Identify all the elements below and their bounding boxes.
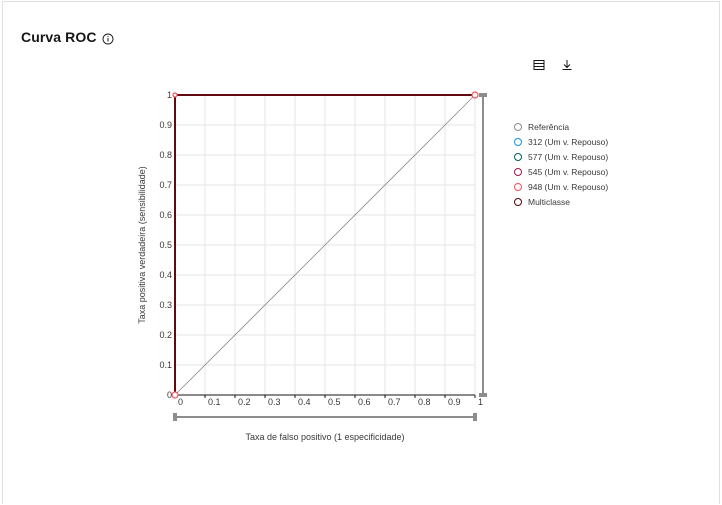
legend-swatch: [514, 152, 522, 161]
point-marker: [172, 92, 178, 98]
y-tick-label: 0.1: [159, 360, 172, 370]
x-tick-label: 0.5: [328, 397, 341, 407]
chart-toolbar: [532, 58, 574, 72]
x-zoom-handle-left: [173, 413, 177, 421]
x-tick-label: 0.6: [358, 397, 371, 407]
x-tick-label: 0.4: [298, 397, 311, 407]
legend-label: Multiclasse: [528, 196, 571, 207]
chart-legend: Referência 312 (Um v. Repouso) 577 (Um v. …: [514, 119, 608, 209]
table-view-icon[interactable]: [532, 58, 546, 72]
x-axis-title: Taxa de falso positivo (1 especificidade…: [245, 432, 404, 442]
legend-item[interactable]: 577 (Um v. Repouso): [514, 149, 608, 164]
y-zoom-handle-bottom: [479, 393, 487, 397]
legend-swatch: [514, 197, 522, 206]
title-row: Curva ROC: [21, 29, 114, 45]
y-tick-label: 0.3: [159, 300, 172, 310]
legend-item[interactable]: Multiclasse: [514, 194, 608, 209]
x-tick-label: 0.7: [388, 397, 401, 407]
point-marker: [471, 91, 479, 99]
legend-item[interactable]: Referência: [514, 119, 608, 134]
legend-label: 545 (Um v. Repouso): [528, 166, 609, 177]
x-tick-label: 1: [478, 397, 483, 407]
point-marker: [171, 391, 179, 399]
y-zoom-handle-top: [479, 93, 487, 97]
legend-label: 948 (Um v. Repouso): [528, 181, 609, 192]
legend-label: 577 (Um v. Repouso): [528, 151, 609, 162]
x-zoom-handle-right: [473, 413, 477, 421]
x-tick-label: 0.8: [418, 397, 431, 407]
x-tick-label: 0.9: [448, 397, 461, 407]
y-tick-label: 0.4: [159, 270, 172, 280]
y-tick-label: 0.8: [159, 150, 172, 160]
legend-swatch: [514, 182, 522, 191]
legend-item[interactable]: 948 (Um v. Repouso): [514, 179, 608, 194]
y-tick-label: 0.2: [159, 330, 172, 340]
y-tick-label: 0.6: [159, 210, 172, 220]
x-tick-label: 0.3: [268, 397, 281, 407]
y-tick-label: 1: [167, 90, 172, 100]
y-tick-label: 0.5: [159, 240, 172, 250]
legend-label: Referência: [528, 121, 570, 132]
legend-item[interactable]: 312 (Um v. Repouso): [514, 134, 608, 149]
x-tick-label: 0.1: [208, 397, 221, 407]
x-tick-label: 0: [178, 397, 183, 407]
legend-swatch: [514, 122, 522, 131]
y-tick-label: 0: [167, 390, 172, 400]
series-layer: [171, 91, 479, 399]
y-tick-label: 0.9: [159, 120, 172, 130]
legend-swatch: [514, 167, 522, 176]
legend-item[interactable]: 545 (Um v. Repouso): [514, 164, 608, 179]
legend-swatch: [514, 137, 522, 146]
x-tick-label: 0.2: [238, 397, 251, 407]
y-tick-label: 0.7: [159, 180, 172, 190]
download-icon[interactable]: [560, 58, 574, 72]
info-circle-icon[interactable]: [102, 32, 114, 45]
chart-title: Curva ROC: [21, 29, 97, 45]
series-line: [174, 94, 476, 396]
zoom-sliders: [173, 93, 487, 421]
legend-label: 312 (Um v. Repouso): [528, 136, 609, 147]
y-axis-title: Taxa positiva verdadeira (sensibilidade): [137, 166, 147, 324]
